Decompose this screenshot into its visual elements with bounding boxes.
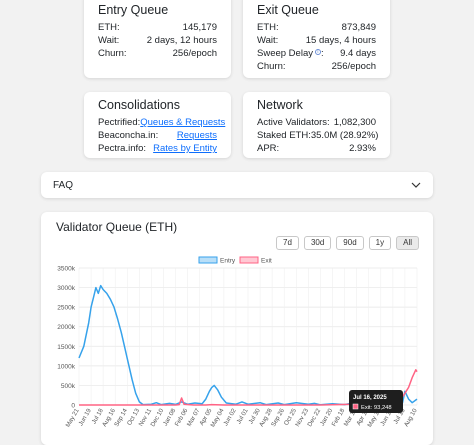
faq-label: FAQ (53, 179, 74, 191)
range-all-button[interactable]: All (396, 236, 419, 250)
range-selector: 7d 30d 90d 1y All (276, 236, 419, 250)
network-card: Network Active Validators: 1,082,300 Stak… (243, 92, 390, 158)
pectrified-row: Pectrified: Queues & Requests (98, 117, 226, 128)
active-validators-row: Active Validators: 1,082,300 (257, 117, 376, 128)
tooltip-value: Exit: 93,248 (361, 405, 392, 411)
consolidations-card: Consolidations Pectrified: Queues & Reque… (84, 92, 231, 158)
staked-eth-row: Staked ETH: 35.0M (28.92%) (257, 130, 379, 141)
series-line-exit (79, 369, 418, 406)
legend-swatch-entry (198, 256, 218, 264)
range-7d-button[interactable]: 7d (276, 236, 299, 250)
range-90d-button[interactable]: 90d (336, 236, 364, 250)
pectrified-link[interactable]: Queues & Requests (140, 117, 226, 128)
exit-queue-title: Exit Queue (257, 3, 319, 17)
exit-wait-row: Wait: 15 days, 4 hours (257, 35, 376, 46)
entry-wait-row: Wait: 2 days, 12 hours (98, 35, 217, 46)
legend-label-exit: Exit (261, 258, 272, 265)
range-1y-button[interactable]: 1y (368, 236, 392, 250)
y-tick-label: 2500k (57, 305, 75, 312)
entry-queue-card: Entry Queue ETH: 145,179 Wait: 2 days, 12 … (84, 0, 231, 78)
entry-eth-row: ETH: 145,179 (98, 22, 217, 33)
beaconchain-link[interactable]: Requests (176, 130, 217, 141)
beaconchain-row: Beaconcha.in: Requests (98, 130, 217, 141)
entry-queue-title: Entry Queue (98, 3, 169, 17)
chart-tooltip: Jul 16, 2025 Exit: 93,248 (349, 390, 403, 413)
apr-row: APR: 2.93% (257, 143, 376, 154)
chevron-down-icon (411, 182, 421, 188)
y-tick-label: 500k (61, 383, 76, 390)
range-30d-button[interactable]: 30d (303, 236, 332, 250)
pectra-info-link[interactable]: Rates by Entity (153, 143, 217, 154)
entry-churn-row: Churn: 256/epoch (98, 48, 217, 59)
y-tick-label: 1500k (57, 344, 75, 351)
x-tick-label: Jun 02 (222, 407, 238, 427)
legend-swatch-exit (239, 256, 259, 264)
network-title: Network (257, 98, 303, 112)
tooltip-swatch (352, 403, 359, 410)
y-tick-label: 0 (71, 403, 75, 410)
x-tick-label: Jun 19 (77, 407, 93, 427)
faq-accordion[interactable]: FAQ (41, 172, 433, 198)
y-tick-label: 3500k (57, 266, 75, 273)
pectra-info-row: Pectra.info: Rates by Entity (98, 143, 217, 154)
y-tick-label: 3000k (57, 285, 75, 292)
exit-eth-row: ETH: 873,849 (257, 22, 376, 33)
legend-label-entry: Entry (220, 258, 236, 265)
exit-churn-row: Churn: 256/epoch (257, 61, 376, 72)
y-tick-label: 2000k (57, 324, 75, 331)
exit-sweep-row: Sweep Delay i:9.4 days (257, 48, 376, 59)
info-icon[interactable]: i (314, 49, 321, 55)
tooltip-date: Jul 16, 2025 (353, 395, 387, 401)
x-tick-label: Aug 10 (403, 407, 419, 428)
chart-title: Validator Queue (ETH) (56, 220, 178, 234)
consolidations-title: Consolidations (98, 98, 180, 112)
y-tick-label: 1000k (57, 363, 75, 370)
validator-queue-chart-card: Validator Queue (ETH) 7d 30d 90d 1y All … (41, 212, 433, 445)
exit-queue-card: Exit Queue ETH: 873,849 Wait: 15 days, 4 h… (243, 0, 390, 78)
